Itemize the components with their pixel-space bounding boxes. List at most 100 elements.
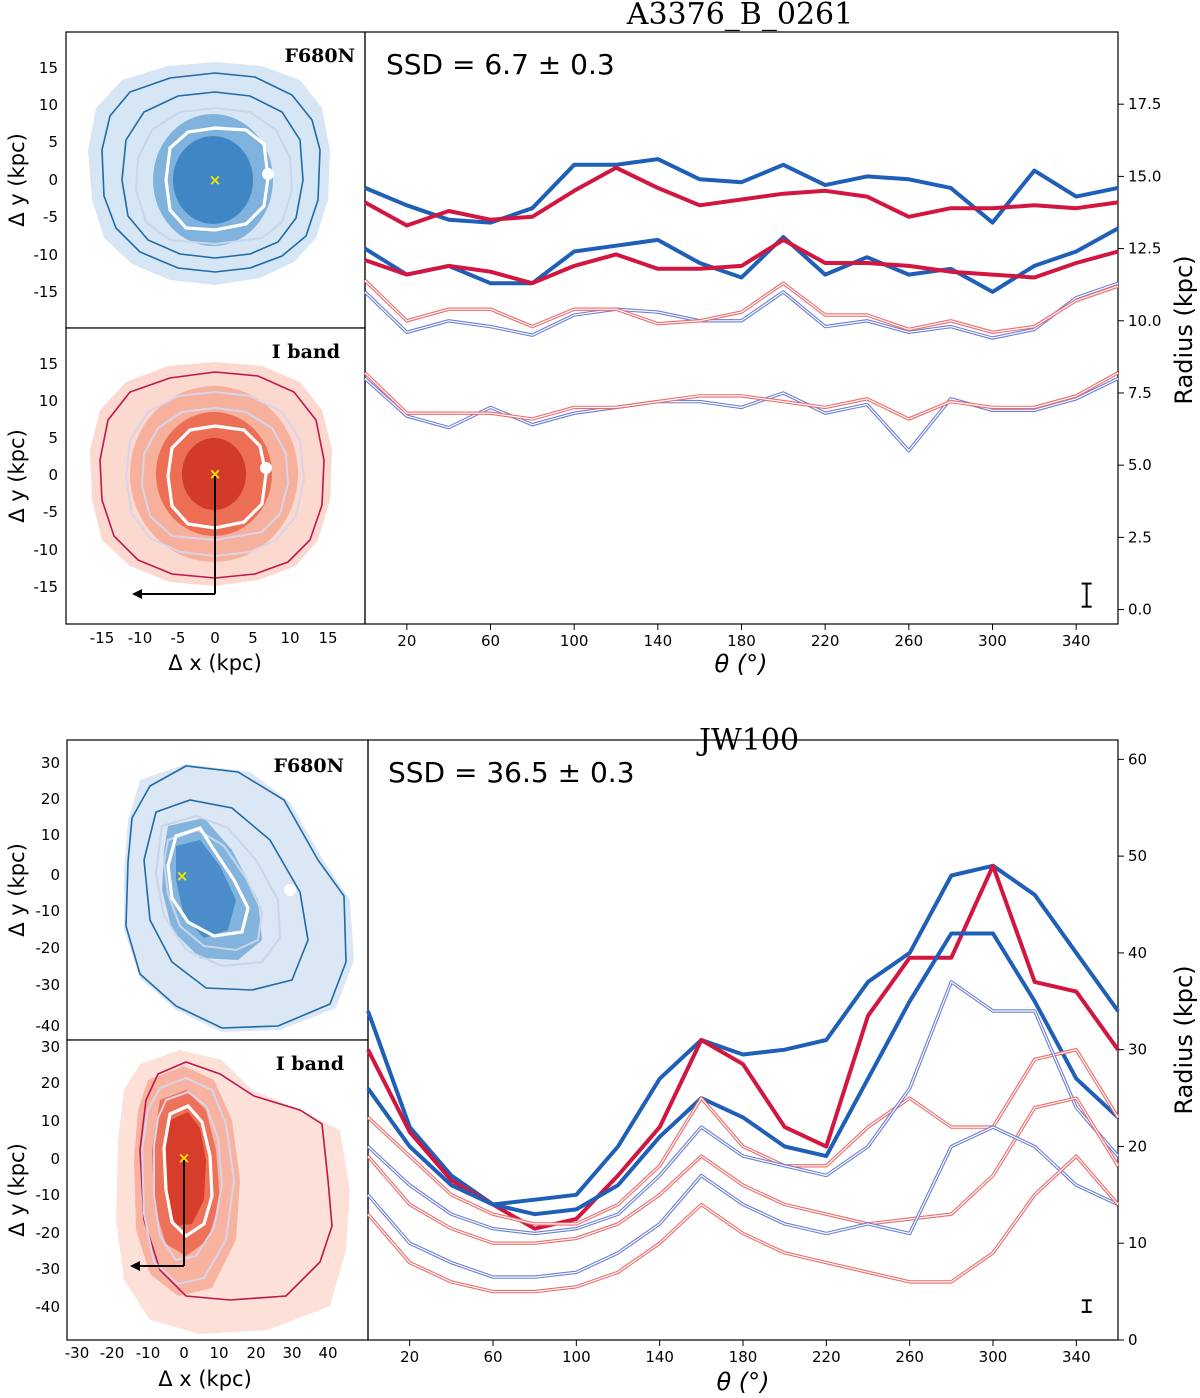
top-iband-ylabel: Δ y (kpc) [5, 429, 29, 523]
top-f680n-center-marker: × [209, 171, 222, 189]
bottom-chart-frame [367, 739, 1119, 1341]
bottom-f680n-ytick: 0 [50, 866, 60, 884]
bottom-xtick-label: 260 [895, 1348, 924, 1366]
top-xtick-label: 260 [895, 632, 924, 650]
top-f680n-ytick: -10 [34, 246, 59, 264]
top-map-x-ticks: -15 -10 -5 0 5 10 15 [90, 629, 338, 647]
top-series-f680n-5-core [364, 282, 1119, 339]
bottom-series-f680n-7-core [367, 1126, 1119, 1278]
top-ytick-label: 12.5 [1128, 240, 1161, 258]
top-y-ticks: 0.0 2.5 5.0 7.5 10.0 12.5 15.0 17.5 [1118, 95, 1161, 619]
top-ytick-label: 5.0 [1128, 456, 1152, 474]
top-f680n-galaxy: × [88, 62, 330, 285]
top-series-iband-2 [364, 165, 1119, 228]
bottom-iband-center-marker: × [178, 1149, 191, 1167]
top-iband-ytick: 0 [48, 466, 58, 484]
top-iband-band-label: I band [272, 341, 340, 363]
bottom-map-xtick: 10 [209, 1344, 228, 1362]
top-xtick-label: 60 [481, 632, 500, 650]
top-iband-ytick: 15 [39, 355, 58, 373]
bottom-ytick-label: 40 [1128, 944, 1147, 962]
bottom-xtick-label: 220 [812, 1348, 841, 1366]
bottom-ssd-annotation: SSD = 36.5 ± 0.3 [388, 756, 635, 789]
top-chart-xlabel: θ (°) [714, 650, 767, 678]
top-ytick-label: 7.5 [1128, 384, 1152, 402]
top-xtick-label: 20 [397, 632, 416, 650]
bottom-f680n-galaxy: × [124, 764, 354, 1032]
bottom-iband-ytick: 20 [41, 1074, 60, 1092]
bottom-iband-ytick: -20 [36, 1224, 61, 1242]
top-xtick-label: 220 [811, 632, 840, 650]
top-iband-map: × I band [65, 327, 366, 625]
top-map-xtick: 10 [280, 629, 299, 647]
top-chart-title: A3376_B_0261 [626, 0, 853, 32]
top-ytick-label: 2.5 [1128, 528, 1152, 546]
bottom-chart-ylabel: Radius (kpc) [1170, 965, 1198, 1114]
top-f680n-ytick: 10 [39, 96, 58, 114]
top-map-xtick: 5 [248, 629, 258, 647]
top-series-f680n-3 [363, 226, 1119, 294]
bottom-iband-galaxy: × [116, 1050, 350, 1334]
bottom-xtick-label: 300 [979, 1348, 1008, 1366]
bottom-series-iband-8-core [367, 1155, 1119, 1293]
bottom-ytick-label: 60 [1128, 750, 1147, 768]
top-map-xlabel: Δ x (kpc) [168, 651, 262, 675]
bottom-ytick-label: 0 [1128, 1331, 1138, 1349]
bottom-f680n-ytick: -10 [36, 902, 61, 920]
bottom-map-xtick: -30 [65, 1344, 90, 1362]
top-xtick-label: 300 [978, 632, 1007, 650]
top-map-xtick: 15 [318, 629, 337, 647]
bottom-iband-ylabel: Δ y (kpc) [5, 1143, 29, 1237]
bottom-iband-ytick: -30 [36, 1260, 61, 1278]
bottom-series-iband-6-core [367, 1097, 1119, 1244]
top-f680n-ytick: 15 [39, 59, 58, 77]
bottom-f680n-map: × F680N [66, 739, 369, 1041]
top-ytick-label: 10.0 [1128, 312, 1161, 330]
top-map-xtick: 0 [210, 629, 220, 647]
bottom-xtick-label: 140 [645, 1348, 674, 1366]
bottom-y-ticks: 0 10 20 30 40 50 60 [1118, 750, 1147, 1349]
top-series-f680n-1 [364, 157, 1119, 225]
bottom-xtick-label: 100 [562, 1348, 591, 1366]
bottom-map-xlabel: Δ x (kpc) [158, 1367, 252, 1391]
bottom-f680n-ytick: -40 [36, 1017, 61, 1035]
bottom-chart-xlabel: θ (°) [716, 1368, 769, 1396]
top-iband-ytick: -5 [43, 503, 58, 521]
bottom-series-group [366, 863, 1120, 1294]
top-iband-galaxy: × [90, 362, 332, 599]
bottom-iband-ytick: 0 [50, 1150, 60, 1168]
top-xtick-label: 140 [644, 632, 673, 650]
bottom-series-f680n-3 [366, 931, 1120, 1217]
bottom-ytick-label: 50 [1128, 847, 1147, 865]
bottom-f680n-ytick: 20 [41, 790, 60, 808]
top-radius-chart: SSD = 6.7 ± 0.3 20 60 100 140 180 220 260 300 34… [363, 31, 1198, 678]
bottom-iband-ytick: 30 [41, 1038, 60, 1056]
bottom-radius-chart: SSD = 36.5 ± 0.3 20 60 100 140 180 220 260 300 3… [366, 739, 1198, 1396]
top-map-xtick: -5 [171, 629, 186, 647]
bottom-map-xtick: 0 [179, 1344, 189, 1362]
bottom-f680n-center-marker: × [176, 867, 189, 885]
top-ytick-label: 15.0 [1128, 167, 1161, 185]
top-iband-ytick: 10 [39, 392, 58, 410]
bottom-map-xtick: -20 [100, 1344, 125, 1362]
bottom-series-iband-2 [366, 863, 1120, 1231]
bottom-map-xtick: 20 [246, 1344, 265, 1362]
bottom-map-xtick: -10 [136, 1344, 161, 1362]
bottom-f680n-ylabel: Δ y (kpc) [5, 843, 29, 937]
bottom-iband-ytick: -10 [36, 1186, 61, 1204]
top-map-y-ticks: 15 10 5 0 -5 -10 -15 15 10 5 0 -5 -10 -1… [34, 59, 59, 596]
bottom-f680n-band-label: F680N [273, 755, 344, 777]
bottom-map-x-ticks: -30 -20 -10 0 10 20 30 40 [65, 1344, 338, 1362]
bottom-iband-ytick: -40 [36, 1298, 61, 1316]
top-map-xtick: -15 [90, 629, 115, 647]
top-map-xtick: -10 [128, 629, 153, 647]
top-ytick-label: 0.0 [1128, 601, 1152, 619]
top-series-iband-8-core [364, 372, 1119, 420]
top-error-bar [1081, 582, 1092, 608]
bottom-iband-map: × I band [66, 1039, 369, 1341]
bottom-xtick-label: 180 [729, 1348, 758, 1366]
bottom-map-y-ticks: 30 20 10 0 -10 -20 -30 -40 30 20 10 0 -1… [36, 754, 61, 1316]
top-x-ticks: 20 60 100 140 180 220 260 300 340 [397, 624, 1090, 650]
top-iband-ytick: -10 [34, 541, 59, 559]
bottom-error-bar [1081, 1299, 1092, 1313]
